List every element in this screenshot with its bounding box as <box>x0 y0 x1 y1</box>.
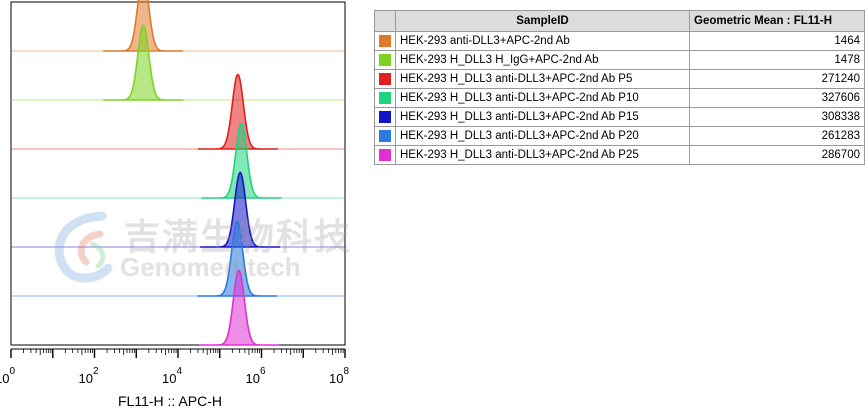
histogram-chart: 100 102 104 106 108 FL11-H :: APC-H <box>0 0 360 414</box>
geometric-mean-cell: 1478 <box>689 50 865 70</box>
color-swatch-cell <box>374 69 396 89</box>
histogram-curve <box>198 269 279 346</box>
geometric-mean-cell: 1464 <box>689 31 865 51</box>
x-tick-label: 104 <box>162 366 182 386</box>
table-row: HEK-293 H_DLL3 anti-DLL3+APC-2nd Ab P25 2… <box>374 145 865 165</box>
color-swatch-cell <box>374 126 396 146</box>
sample-id-cell: HEK-293 anti-DLL3+APC-2nd Ab <box>395 31 690 51</box>
table-header-swatch <box>374 10 396 32</box>
geometric-mean-cell: 327606 <box>689 88 865 108</box>
histogram-svg: 100 102 104 106 108 <box>0 0 349 386</box>
plot-frame <box>10 1 346 346</box>
x-tick-label: 102 <box>78 366 98 386</box>
color-swatch-cell <box>374 145 396 165</box>
color-swatch <box>379 53 391 66</box>
color-swatch <box>379 148 391 161</box>
color-swatch-cell <box>374 31 396 51</box>
table-row: HEK-293 H_DLL3 anti-DLL3+APC-2nd Ab P20 2… <box>374 126 865 146</box>
stats-table-container: SampleID Geometric Mean : FL11-H HEK-293… <box>374 10 865 165</box>
sample-id-cell: HEK-293 H_DLL3 anti-DLL3+APC-2nd Ab P10 <box>395 88 690 108</box>
table-row: HEK-293 H_DLL3 anti-DLL3+APC-2nd Ab P15 3… <box>374 107 865 127</box>
table-row: HEK-293 H_DLL3 anti-DLL3+APC-2nd Ab P5 27… <box>374 69 865 89</box>
table-row: HEK-293 H_DLL3 anti-DLL3+APC-2nd Ab P10 3… <box>374 88 865 108</box>
color-swatch-cell <box>374 50 396 70</box>
table-header-row: SampleID Geometric Mean : FL11-H <box>374 10 865 32</box>
table-row: HEK-293 H_DLL3 H_IgG+APC-2nd Ab 1478 <box>374 50 865 70</box>
color-swatch-cell <box>374 88 396 108</box>
color-swatch <box>379 34 391 47</box>
stats-table: SampleID Geometric Mean : FL11-H HEK-293… <box>374 10 865 165</box>
sample-id-cell: HEK-293 H_DLL3 anti-DLL3+APC-2nd Ab P5 <box>395 69 690 89</box>
color-swatch <box>379 72 391 85</box>
table-header-sampleid: SampleID <box>395 10 690 32</box>
sample-id-cell: HEK-293 H_DLL3 anti-DLL3+APC-2nd Ab P25 <box>395 145 690 165</box>
sample-id-cell: HEK-293 H_DLL3 anti-DLL3+APC-2nd Ab P20 <box>395 126 690 146</box>
geometric-mean-cell: 271240 <box>689 69 865 89</box>
table-header-geomean: Geometric Mean : FL11-H <box>689 10 865 32</box>
x-tick-label: 100 <box>0 366 15 386</box>
geometric-mean-cell: 261283 <box>689 126 865 146</box>
color-swatch <box>379 110 391 123</box>
geometric-mean-cell: 286700 <box>689 145 865 165</box>
color-swatch <box>379 129 391 142</box>
histogram-series <box>198 269 279 346</box>
table-row: HEK-293 anti-DLL3+APC-2nd Ab 1464 <box>374 31 865 51</box>
sample-id-cell: HEK-293 H_DLL3 anti-DLL3+APC-2nd Ab P15 <box>395 107 690 127</box>
sample-id-cell: HEK-293 H_DLL3 H_IgG+APC-2nd Ab <box>395 50 690 70</box>
color-swatch-cell <box>374 107 396 127</box>
geometric-mean-cell: 308338 <box>689 107 865 127</box>
x-axis-label: FL11-H :: APC-H <box>118 393 222 409</box>
color-swatch <box>379 91 391 104</box>
x-tick-label: 108 <box>329 366 349 386</box>
x-tick-label: 106 <box>245 366 265 386</box>
